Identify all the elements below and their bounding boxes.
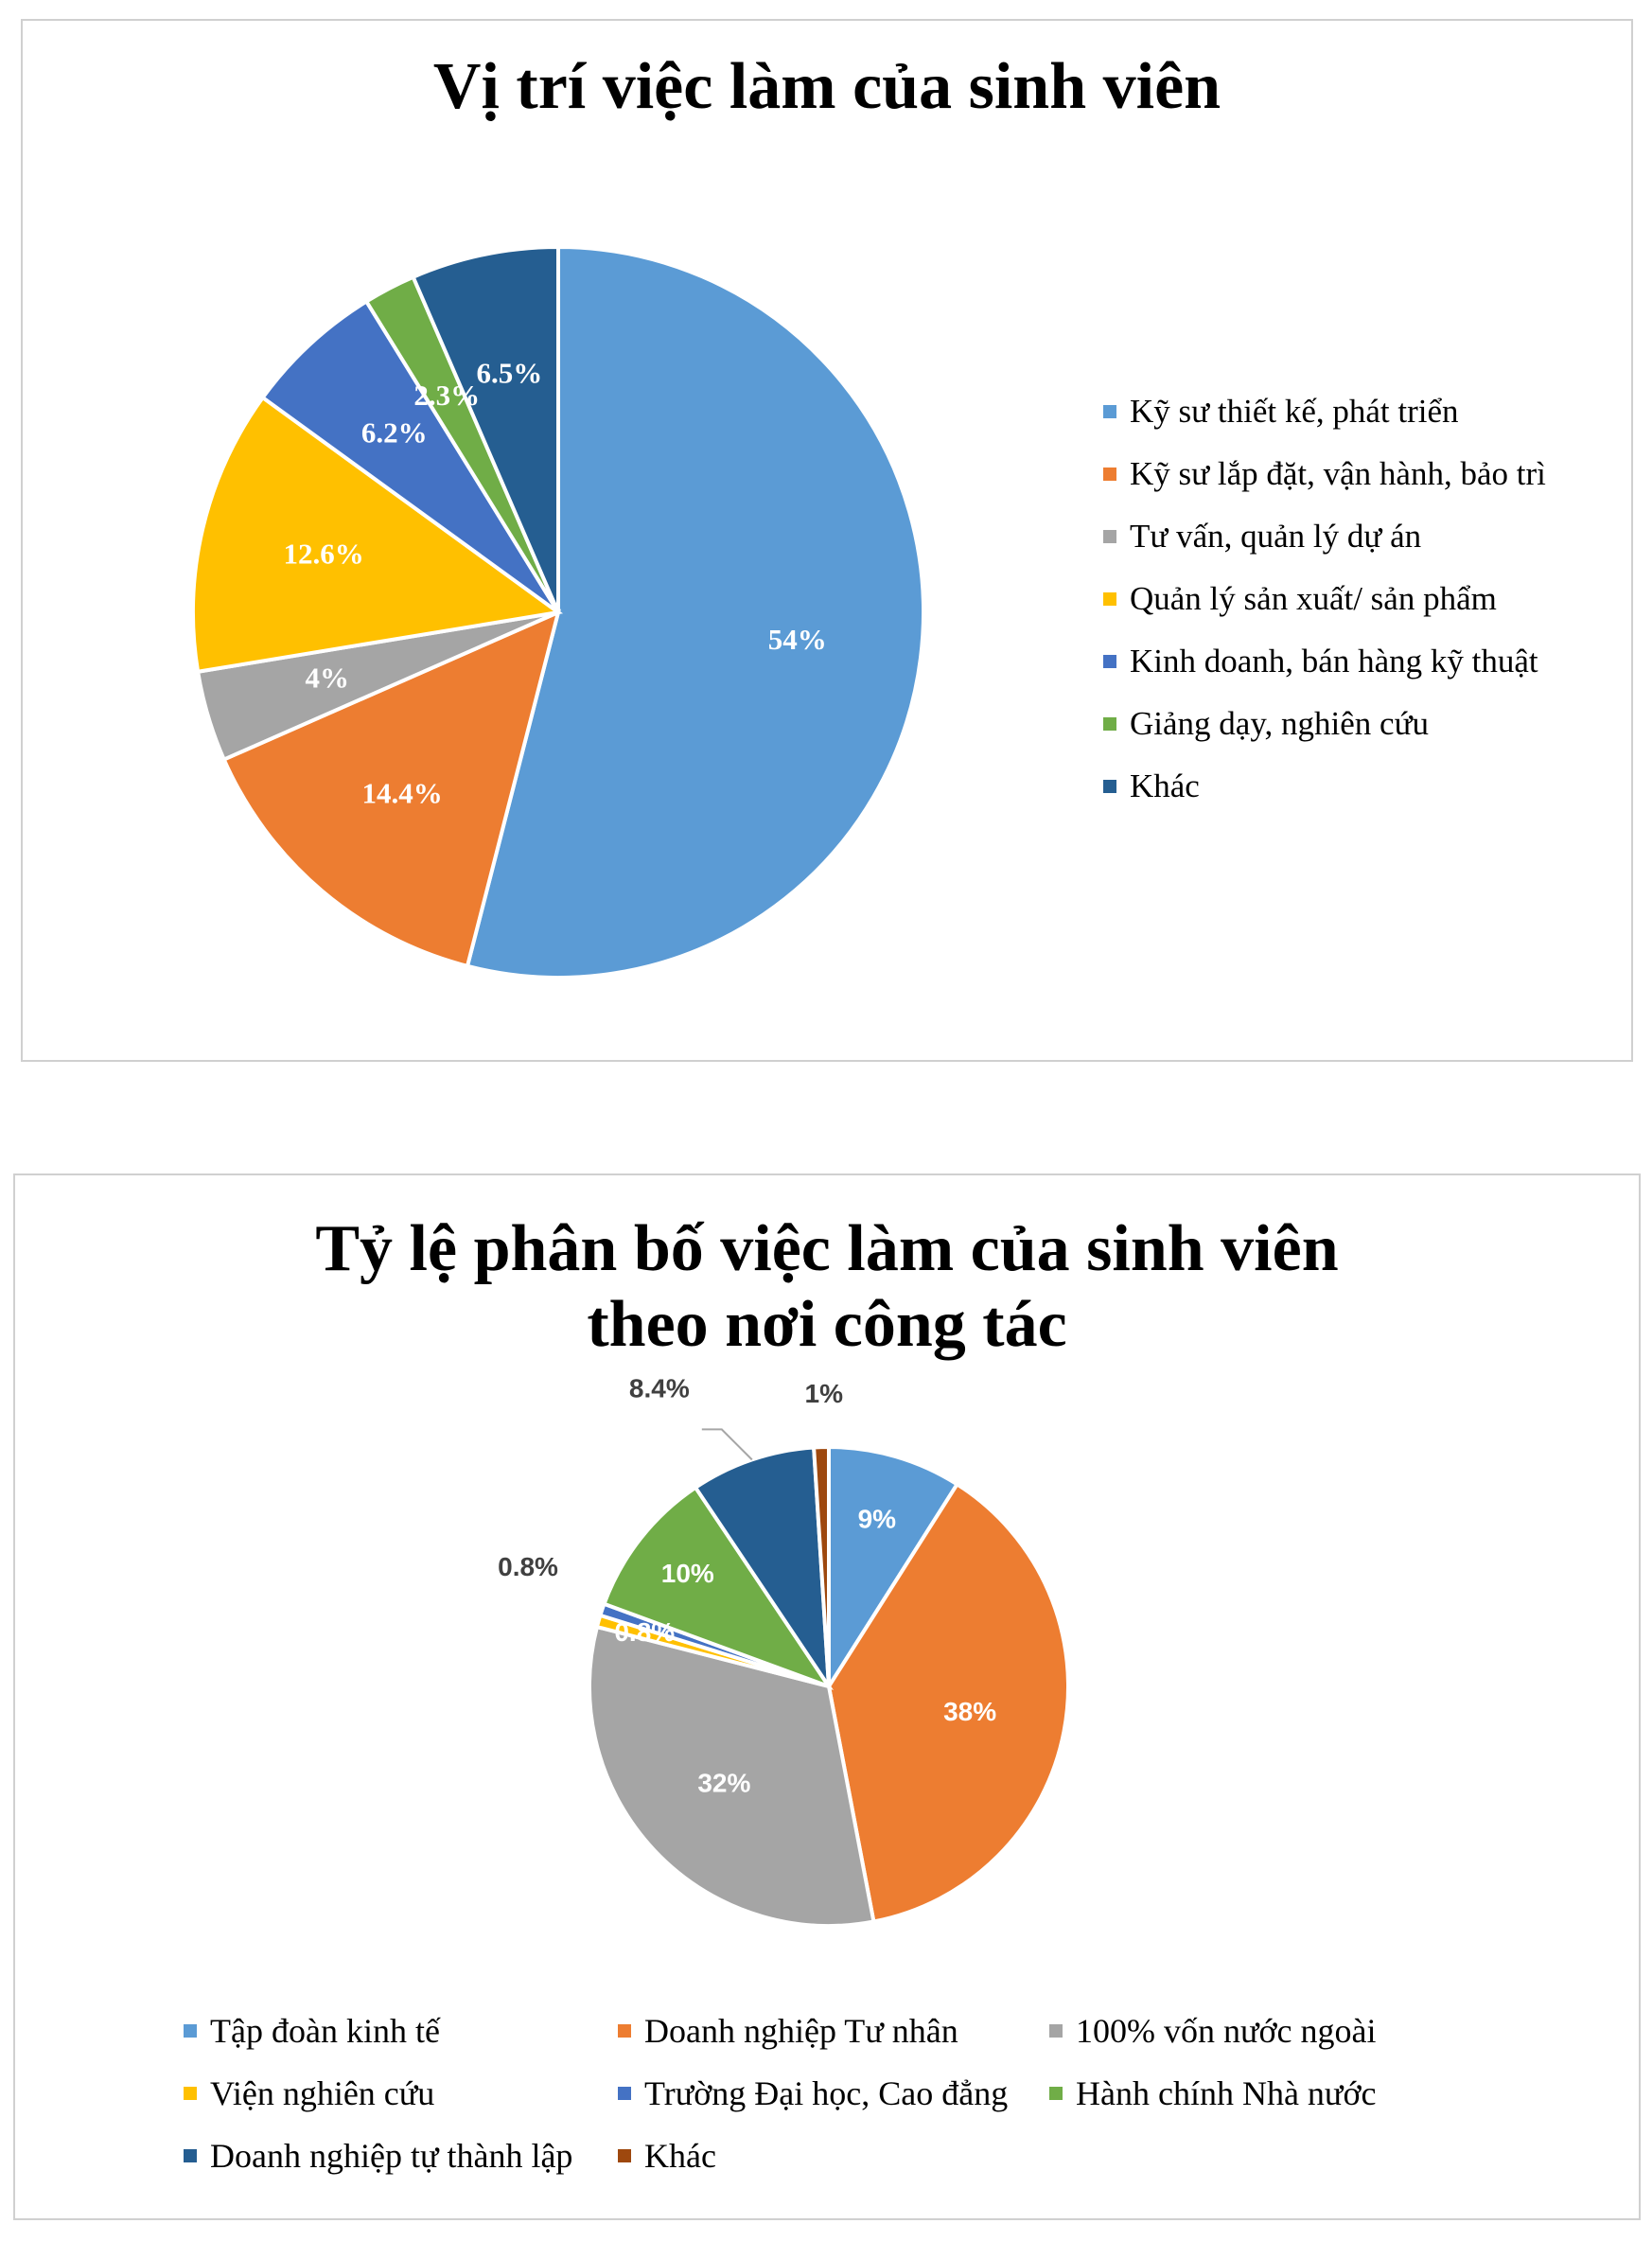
- pie-slice-doanh-nghiep-tu-thanh-lap: [693, 1445, 832, 1694]
- pie-slice-kinh-doanh-ban-hang-ky-thuat: [259, 298, 560, 614]
- data-label-hanh-chinh-nha-nuoc: 10%: [661, 1559, 714, 1588]
- legend-item-quan-ly-san-xuat-san-pham: Quản lý sản xuất/ sản phẩm: [1103, 568, 1546, 630]
- chart-title-line-2: theo nơi công tác: [587, 1288, 1067, 1361]
- pie-slice-khac: [411, 244, 560, 613]
- pie-slice-ky-su-lap-dat-van-hanh-bao-tri: [221, 609, 561, 969]
- legend-swatch: [184, 2024, 197, 2038]
- legend-swatch: [1049, 2087, 1063, 2100]
- data-label-tu-van-quan-ly-du-an: 4%: [306, 662, 350, 695]
- legend-swatch: [1103, 655, 1116, 668]
- data-label-khac: 6.5%: [476, 357, 542, 390]
- legend-item-doanh-nghiep-tu-thanh-lap: Doanh nghiệp tự thành lập: [184, 2136, 572, 2176]
- pie-slice-quan-ly-san-xuat-san-pham: [191, 395, 564, 675]
- data-label-vien-nghien-cuu: 0.8%: [614, 1617, 675, 1647]
- pie-slice-hanh-chinh-nha-nuoc: [601, 1485, 835, 1690]
- legend-label: Kỹ sư lắp đặt, vận hành, bảo trì: [1130, 455, 1546, 492]
- legend-label: Khác: [1130, 768, 1200, 804]
- legend-label: Kỹ sư thiết kế, phát triển: [1130, 393, 1459, 430]
- legend-swatch: [184, 2149, 197, 2162]
- legend-item-doanh-nghiep-tu-nhan: Doanh nghiệp Tư nhân: [618, 2011, 958, 2051]
- legend-label: Giảng dạy, nghiên cứu: [1130, 705, 1430, 742]
- legend-label: Tập đoàn kinh tế: [210, 2012, 440, 2050]
- legend-item-ky-su-lap-dat-van-hanh-bao-tri: Kỹ sư lắp đặt, vận hành, bảo trì: [1103, 443, 1546, 505]
- pie-chart-job-positions: 54% 14.4% 4% 12.6% 6.2%2.3%6.5%: [191, 244, 925, 979]
- chart-title: Vị trí việc làm của sinh viên: [432, 50, 1221, 123]
- legend-label: Trường Đại học, Cao đẳng: [644, 2074, 1009, 2112]
- legend-label: Doanh nghiệp tự thành lập: [210, 2137, 573, 2175]
- legend-swatch: [618, 2087, 631, 2100]
- legend-item-khac: Khác: [1103, 755, 1546, 818]
- data-label-ky-su-thiet-ke-phat-trien: 54%: [768, 623, 827, 656]
- legend-item-kinh-doanh-ban-hang-ky-thuat: Kinh doanh, bán hàng kỹ thuật: [1103, 630, 1546, 693]
- data-label-truong-dai-hoc-cao-dang: 0.8%: [498, 1552, 558, 1581]
- legend-swatch: [1103, 468, 1116, 481]
- legend: Kỹ sư thiết kế, phát triển Kỹ sư lắp đặt,…: [1103, 380, 1546, 818]
- legend-label: Khác: [644, 2137, 716, 2175]
- legend-item-tap-doan-kinh-te: Tập đoàn kinh tế: [184, 2011, 440, 2051]
- legend-swatch: [618, 2024, 631, 2038]
- legend-label: Hành chính Nhà nước: [1076, 2074, 1377, 2112]
- legend-item-vien-nghien-cuu: Viện nghiên cứu: [184, 2073, 434, 2113]
- chart-title-line-1: Tỷ lệ phân bố việc làm của sinh viên: [315, 1212, 1339, 1285]
- legend-label: Quản lý sản xuất/ sản phẩm: [1130, 580, 1497, 617]
- pie-chart-workplace: 9% 38% 32% 0.8% 0.8% 10% 8.4% 1%: [498, 1373, 1070, 1928]
- pie-slice-doanh-nghiep-tu-nhan: [826, 1481, 1070, 1924]
- data-label-doanh-nghiep-tu-nhan: 38%: [943, 1697, 996, 1726]
- legend-label: Kinh doanh, bán hàng kỹ thuật: [1130, 643, 1538, 679]
- legend-swatch: [1049, 2024, 1063, 2038]
- legend-label: Tư vấn, quản lý dự án: [1130, 518, 1422, 555]
- pie-slice-khac: [811, 1444, 831, 1687]
- chart-panel-workplace-distribution: Tỷ lệ phân bố việc làm của sinh viên the…: [13, 1173, 1641, 2220]
- pie-slice-ky-su-thiet-ke-phat-trien: [465, 244, 925, 979]
- legend-item-giang-day-nghien-cuu: Giảng dạy, nghiên cứu: [1103, 693, 1546, 755]
- legend-item-ky-su-thiet-ke-phat-trien: Kỹ sư thiết kế, phát triển: [1103, 380, 1546, 443]
- legend-swatch: [1103, 530, 1116, 543]
- chart-panel-job-positions: Vị trí việc làm của sinh viên 54% 14.4% 4%…: [21, 19, 1633, 1062]
- legend-swatch: [184, 2087, 197, 2100]
- pie-slice-tap-doan-kinh-te: [827, 1444, 960, 1693]
- legend-item-truong-dai-hoc-cao-dang: Trường Đại học, Cao đẳng: [618, 2073, 1008, 2113]
- legend-item-hanh-chinh-nha-nuoc: Hành chính Nhà nước: [1049, 2073, 1376, 2113]
- data-label-giang-day-nghien-cuu: 2.3%: [413, 379, 480, 412]
- data-label-kinh-doanh-ban-hang-ky-thuat: 6.2%: [361, 415, 428, 449]
- legend-swatch: [1103, 592, 1116, 606]
- leader-line: [701, 1428, 753, 1461]
- legend-label: 100% vốn nước ngoài: [1076, 2012, 1377, 2050]
- legend-label: Viện nghiên cứu: [210, 2074, 435, 2112]
- data-label-doanh-nghiep-tu-thanh-lap: 8.4%: [629, 1373, 690, 1403]
- legend-item-khac: Khác: [618, 2136, 716, 2176]
- legend-item-100-von-nuoc-ngoai: 100% vốn nước ngoài: [1049, 2011, 1377, 2051]
- data-label-100-von-nuoc-ngoai: 32%: [697, 1768, 750, 1797]
- legend-swatch: [1103, 405, 1116, 418]
- legend-swatch: [1103, 717, 1116, 731]
- pie-slice-100-von-nuoc-ngoai: [588, 1624, 876, 1928]
- data-label-ky-su-lap-dat-van-hanh-bao-tri: 14.4%: [362, 776, 443, 809]
- data-label-khac: 1%: [805, 1379, 844, 1408]
- legend-swatch: [618, 2149, 631, 2162]
- data-label-quan-ly-san-xuat-san-pham: 12.6%: [283, 537, 363, 570]
- legend-label: Doanh nghiệp Tư nhân: [644, 2012, 958, 2050]
- data-label-tap-doan-kinh-te: 9%: [858, 1504, 897, 1533]
- legend-swatch: [1103, 780, 1116, 793]
- legend-item-tu-van-quan-ly-du-an: Tư vấn, quản lý dự án: [1103, 505, 1546, 568]
